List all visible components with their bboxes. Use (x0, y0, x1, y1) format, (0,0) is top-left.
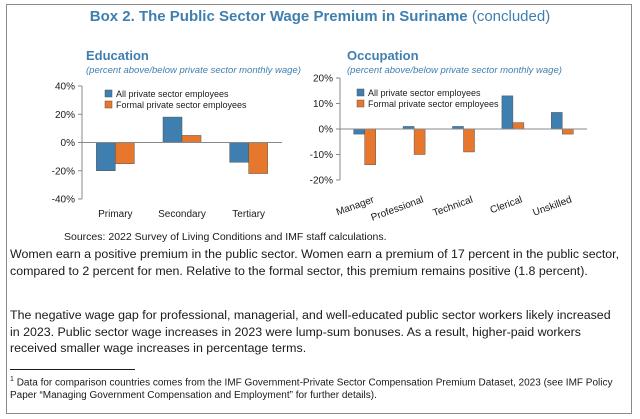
footnote-text: Data for comparison countries comes from… (10, 377, 613, 402)
category-label: Technical (432, 194, 475, 219)
y-tick-label: -10% (310, 150, 333, 161)
bar-2 (562, 128, 574, 135)
y-tick-label: -40% (52, 195, 75, 206)
bar-2 (181, 135, 202, 143)
category-label: Secondary (158, 209, 206, 220)
bar-2 (248, 142, 268, 174)
legend-label-1: All private sector employees (368, 88, 481, 98)
bar-2 (463, 128, 475, 153)
y-tick-label: 0% (319, 125, 334, 136)
category-label: Professional (370, 194, 425, 223)
box-frame: Box 2. The Public Sector Wage Premium in… (6, 4, 632, 414)
category-label: Primary (98, 209, 132, 220)
legend-swatch-1 (104, 89, 113, 98)
category-label: Clerical (489, 194, 524, 216)
legend-swatch-2 (104, 100, 113, 109)
education-subtitle: (percent above/below private sector mont… (86, 65, 301, 76)
bar-2 (413, 128, 426, 155)
legend-swatch-2 (356, 99, 365, 108)
education-title: Education (86, 48, 149, 63)
y-tick-label: -20% (52, 166, 75, 177)
y-tick-label: 10% (313, 99, 333, 110)
y-tick-label: -20% (310, 176, 333, 187)
bar-1 (96, 142, 116, 171)
y-tick-label: 40% (55, 82, 75, 93)
sources-note: Sources: 2022 Survey of Living Condition… (64, 231, 387, 243)
footnote-mark: 1 (10, 376, 14, 383)
education-chart: 40% 20% 0% -20% -40% Primary Secondary Tertiary… (52, 82, 282, 220)
bar-1 (353, 128, 365, 135)
category-label: Tertiary (232, 209, 265, 220)
occupation-subtitle: (percent above/below private sector mont… (347, 65, 562, 76)
y-tick-label: 20% (55, 110, 75, 121)
legend-swatch-1 (356, 88, 365, 97)
footnote-rule (10, 369, 135, 370)
paragraph-1: Women earn a positive premium in the pub… (10, 247, 620, 278)
box-title: Box 2. The Public Sector Wage Premium in… (7, 8, 633, 25)
bar-2 (512, 122, 525, 130)
footnote: 1 Data for comparison countries comes fr… (10, 373, 622, 402)
bar-2 (115, 142, 135, 164)
bar-1 (501, 95, 514, 130)
occupation-title: Occupation (347, 48, 419, 63)
paragraph-2: The negative wage gap for professional, … (10, 308, 611, 355)
bar-1 (551, 112, 563, 130)
legend-label-1: All private sector employees (116, 89, 229, 99)
box-title-suffix: (concluded) (471, 8, 551, 25)
y-tick-label: 0% (61, 138, 76, 149)
box-title-main: Box 2. The Public Sector Wage Premium in… (89, 8, 468, 25)
y-tick-label: 20% (313, 74, 333, 85)
legend-label-2: Formal private sector employees (368, 99, 499, 109)
bar-2 (364, 128, 376, 165)
legend-label-2: Formal private sector employees (116, 100, 247, 110)
bar-1 (229, 142, 249, 163)
bar-1 (162, 116, 183, 143)
category-label: Unskilled (531, 194, 573, 218)
